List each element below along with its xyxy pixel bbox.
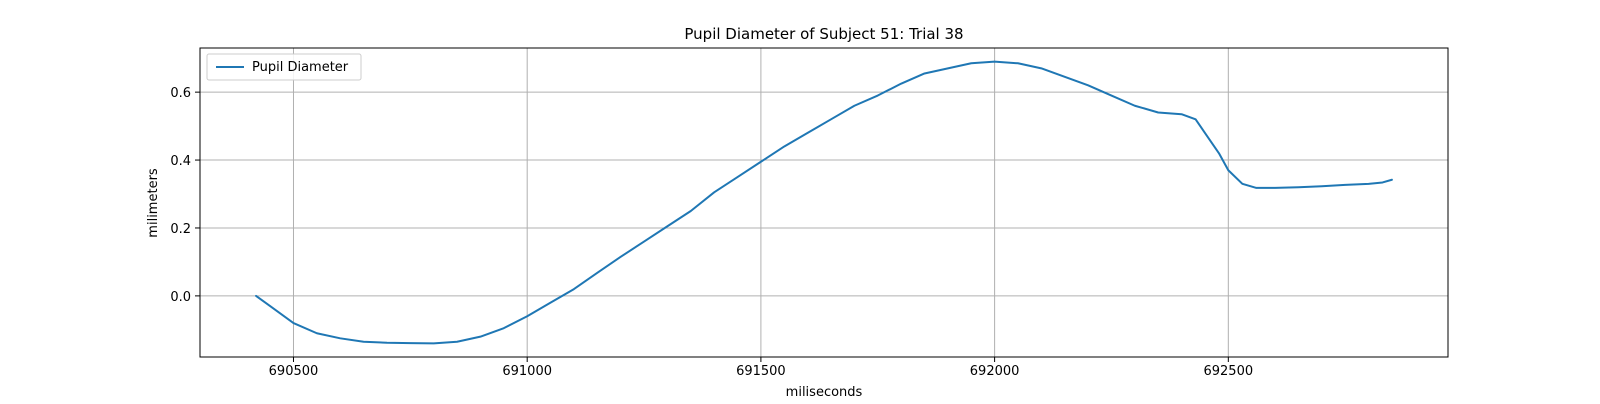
plot-frame <box>199 47 1449 358</box>
x-tick-label: 691500 <box>736 364 786 379</box>
series-layer <box>255 60 1393 345</box>
x-tick-label: 691000 <box>502 364 552 379</box>
legend: Pupil Diameter <box>206 53 362 81</box>
y-tick-label: 0.0 <box>170 290 191 305</box>
x-tick-label: 692500 <box>1203 364 1253 379</box>
y-tick-label: 0.4 <box>170 154 191 169</box>
y-tick-label: 0.6 <box>170 86 191 101</box>
legend-label-pupil-diameter: Pupil Diameter <box>252 60 349 75</box>
chart-title: Pupil Diameter of Subject 51: Trial 38 <box>684 25 963 43</box>
x-tick-label: 692000 <box>970 364 1020 379</box>
y-axis-ticks: 0.0 0.2 0.4 0.6 <box>170 86 200 305</box>
x-axis-ticks: 690500 691000 691500 692000 692500 <box>269 357 1253 379</box>
grid-layer <box>200 48 1448 357</box>
x-axis-label: miliseconds <box>786 385 863 400</box>
legend-box <box>206 53 362 81</box>
y-tick-label: 0.2 <box>170 222 191 237</box>
x-tick-label: 690500 <box>269 364 319 379</box>
series-line-pupil-diameter <box>255 60 1393 345</box>
y-axis-label: milimeters <box>146 168 161 238</box>
